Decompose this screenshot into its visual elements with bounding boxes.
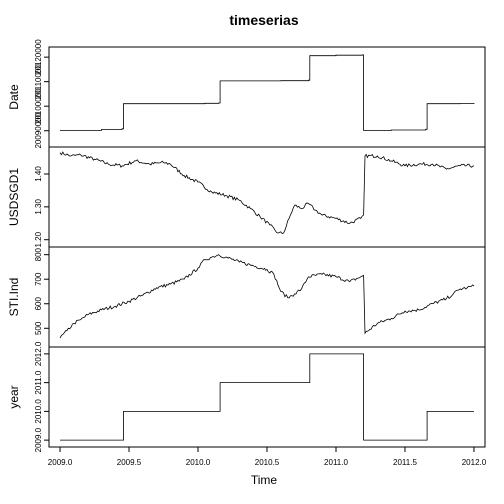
chart-title: timeserias bbox=[229, 12, 298, 28]
y-tick-label: 2009.0 bbox=[34, 427, 43, 452]
x-tick-label: 2011.5 bbox=[393, 458, 417, 467]
series-line bbox=[59, 151, 475, 234]
panel-frame bbox=[48, 346, 486, 448]
x-tick-label: 2009.0 bbox=[48, 458, 73, 467]
y-tick-label: 20100000 bbox=[34, 88, 43, 124]
y-tick-label: 1.40 bbox=[34, 166, 43, 182]
series-line bbox=[59, 254, 475, 339]
panel-frame bbox=[48, 46, 486, 148]
series-line bbox=[60, 54, 475, 131]
panel-1: USDSGD1 1.20 1.30 1.40 bbox=[7, 146, 486, 248]
y-tick-label: 600 bbox=[34, 297, 43, 311]
y-tick-label: 1.20 bbox=[34, 231, 43, 247]
y-axis-title: USDSGD1 bbox=[7, 168, 21, 226]
series-line bbox=[60, 353, 474, 441]
y-tick-label: 500 bbox=[34, 321, 43, 335]
x-tick-label: 2011.0 bbox=[324, 458, 348, 467]
panel-3: year 2009.0 2010.0 2011.0 2012.0 bbox=[7, 341, 486, 452]
y-axis-title: year bbox=[7, 385, 21, 408]
x-axis-title: Time bbox=[251, 473, 278, 487]
panel-frame bbox=[48, 146, 486, 248]
x-tick-label: 2009.5 bbox=[117, 458, 142, 467]
y-tick-label: 2012.0 bbox=[34, 341, 43, 366]
y-tick-label: 20120000 bbox=[34, 39, 43, 75]
y-tick-label: 20110000 bbox=[34, 64, 43, 100]
y-tick-label: 20090000 bbox=[34, 112, 43, 148]
y-axis-title: STI.Ind bbox=[7, 278, 21, 317]
x-tick-label: 2010.0 bbox=[186, 458, 211, 467]
y-tick-label: 700 bbox=[34, 272, 43, 286]
x-tick-label: 2010.5 bbox=[255, 458, 280, 467]
y-tick-label: 1.30 bbox=[34, 199, 43, 215]
panel-2: STI.Ind 500 600 700 800 bbox=[7, 246, 486, 348]
y-tick-label: 800 bbox=[34, 247, 43, 261]
y-tick-label: 2011.0 bbox=[34, 370, 43, 394]
x-tick-label: 2012.0 bbox=[462, 458, 487, 467]
x-axis: 2009.0 2009.5 2010.0 2010.5 2011.0 2011.5 2012… bbox=[48, 447, 487, 467]
panel-frame bbox=[48, 246, 486, 348]
y-tick-label: 2010.0 bbox=[34, 399, 43, 424]
y-axis-title: Date bbox=[7, 84, 21, 110]
